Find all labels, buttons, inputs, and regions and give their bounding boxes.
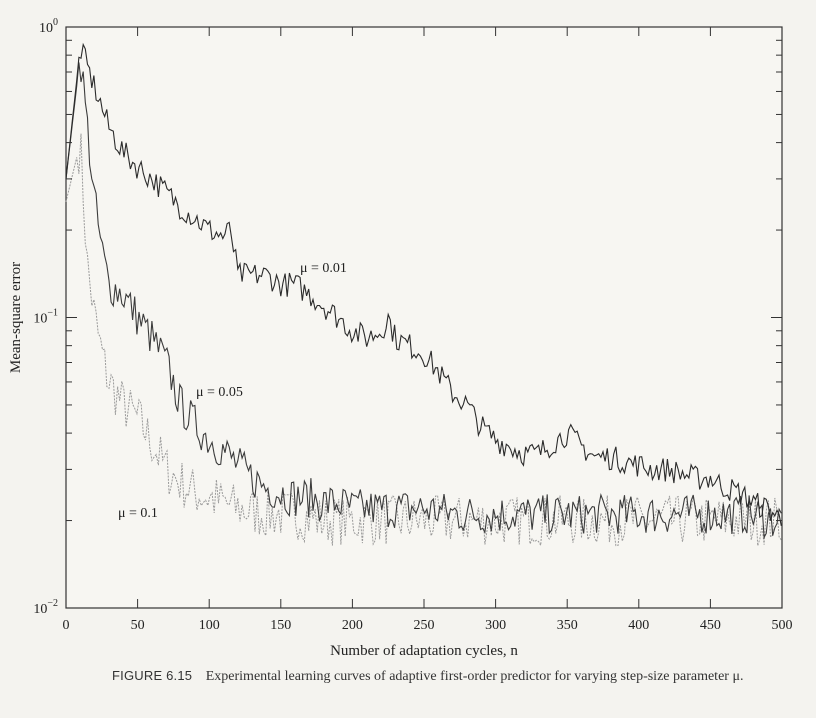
series-layer <box>65 42 782 548</box>
figure-number: FIGURE 6.15 <box>112 668 193 683</box>
x-tick-label: 250 <box>414 618 435 633</box>
y-tick-label: 10−2 <box>33 598 58 617</box>
x-tick-label: 50 <box>131 618 145 633</box>
series-line <box>65 133 782 548</box>
y-tick-label: 100 <box>39 17 58 36</box>
y-tick-label: 10−1 <box>33 308 58 327</box>
x-tick-label: 500 <box>772 618 793 633</box>
figure-caption: FIGURE 6.15 Experimental learning curves… <box>112 666 792 686</box>
x-tick-label: 450 <box>700 618 721 633</box>
labels-layer: Number of adaptation cycles, n Mean-squar… <box>8 261 518 659</box>
series-annotation: μ = 0.1 <box>118 506 158 521</box>
x-tick-label: 150 <box>270 618 291 633</box>
ticks-layer: 0 50 100 150 200 250 300 350 400 450 500 100 10−1 10−… <box>33 17 792 633</box>
x-tick-label: 300 <box>485 618 506 633</box>
x-axis-label: Number of adaptation cycles, n <box>330 643 518 659</box>
x-tick-label: 200 <box>342 618 363 633</box>
series-line <box>65 42 782 527</box>
x-tick-label: 0 <box>63 618 70 633</box>
caption-text: Experimental learning curves of adaptive… <box>205 669 744 684</box>
x-tick-label: 400 <box>628 618 649 633</box>
x-tick-label: 100 <box>199 618 220 633</box>
series-line <box>65 62 782 540</box>
series-annotation: μ = 0.05 <box>196 385 243 400</box>
x-tick-label: 350 <box>557 618 578 633</box>
y-axis-label: Mean-square error <box>8 262 24 373</box>
series-annotation: μ = 0.01 <box>300 261 347 276</box>
